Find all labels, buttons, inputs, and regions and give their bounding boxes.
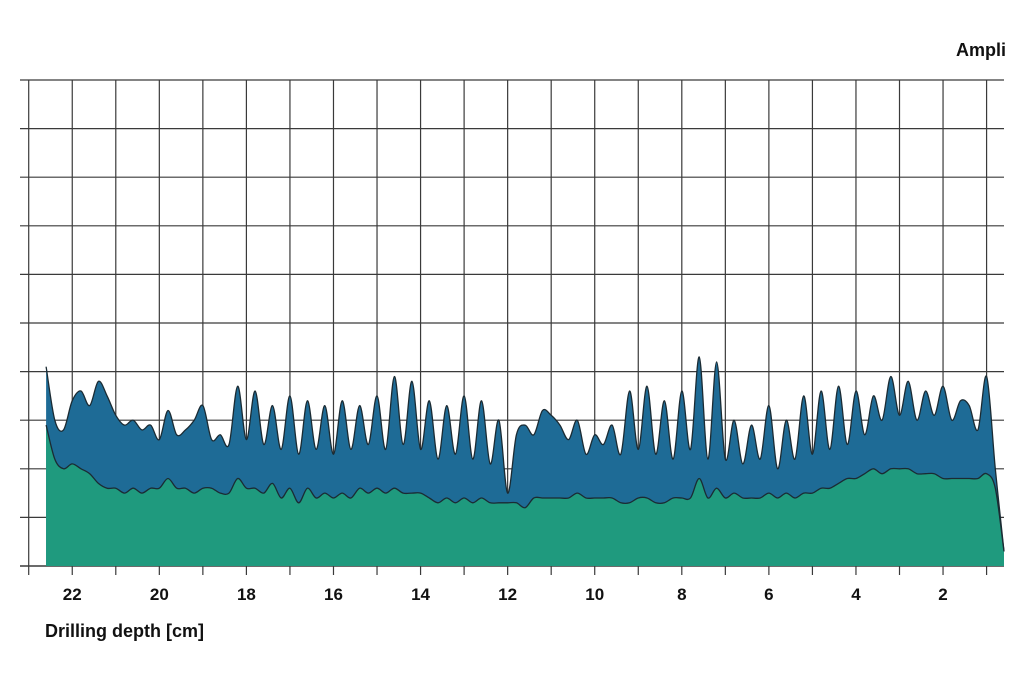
- series-line-1: [45, 356, 1005, 552]
- x-tick-label: 10: [585, 585, 604, 604]
- x-tick-label: 14: [411, 585, 430, 604]
- x-tick-label: 22: [63, 585, 82, 604]
- x-tick-label: 16: [324, 585, 343, 604]
- x-tick-label: 4: [851, 585, 861, 604]
- series-areas: [45, 356, 1005, 566]
- y-axis-label: Ampli: [956, 40, 1006, 60]
- x-tick-label: 12: [498, 585, 517, 604]
- x-tick-labels: 22 20 18 16 14 12 10 8 6 4 2: [63, 585, 948, 604]
- series-area-2: [46, 425, 1005, 566]
- x-tick-label: 2: [938, 585, 947, 604]
- x-tick-label: 6: [764, 585, 773, 604]
- x-tick-label: 20: [150, 585, 169, 604]
- x-axis-label: Drilling depth [cm]: [45, 621, 204, 641]
- x-tick-label: 18: [237, 585, 256, 604]
- x-tick-label: 8: [677, 585, 686, 604]
- series-line-2: [45, 424, 1005, 552]
